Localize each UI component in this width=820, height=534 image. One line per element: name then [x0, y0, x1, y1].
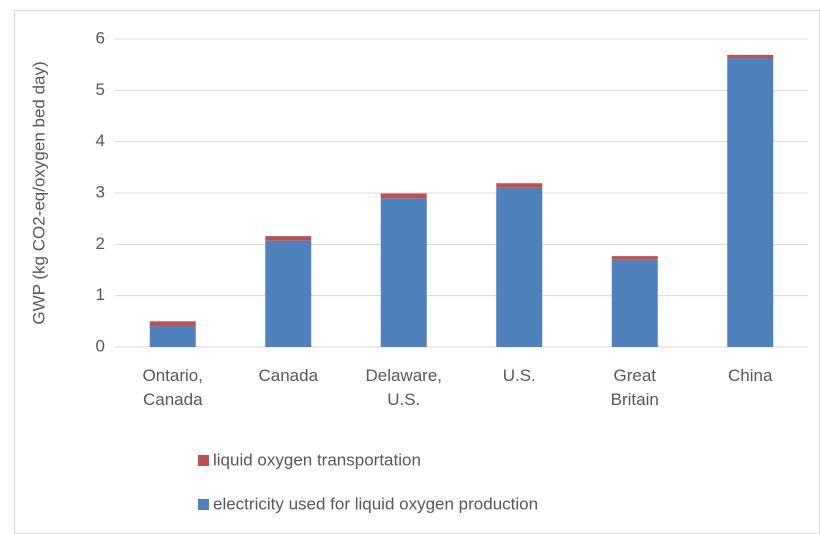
y-tick-label: 4 [96, 131, 105, 150]
bar-segment [727, 57, 774, 347]
x-tick-label: U.S. [503, 366, 536, 385]
bar-segment [265, 240, 312, 347]
x-tick-label: Great Britain [611, 366, 659, 409]
y-axis-label: GWP (kg CO2-eq/oxygen bed day) [29, 61, 48, 324]
bar-segment [380, 193, 427, 199]
y-tick-label: 3 [96, 182, 105, 201]
bar-segment [149, 321, 196, 326]
legend-swatch [198, 455, 209, 466]
bar-segment [611, 256, 658, 260]
bar-segment [611, 259, 658, 347]
bar-segment [496, 183, 543, 188]
bar-segment [380, 198, 427, 347]
bar-segment [496, 187, 543, 347]
legend-label: electricity used for liquid oxygen produ… [213, 494, 538, 513]
bar-segment [149, 325, 196, 347]
bar-segment [265, 236, 312, 241]
y-tick-label: 2 [96, 234, 105, 253]
x-tick-label: China [728, 366, 773, 385]
x-tick-label: Delaware, U.S. [365, 366, 442, 409]
y-tick-label: 0 [96, 336, 105, 355]
bar-segment [727, 54, 774, 58]
y-tick-label: 5 [96, 80, 105, 99]
legend-label: liquid oxygen transportation [213, 450, 421, 469]
y-tick-label: 6 [96, 28, 105, 47]
y-tick-label: 1 [96, 285, 105, 304]
legend-swatch [198, 499, 209, 510]
x-tick-label: Canada [258, 366, 318, 385]
x-tick-label: Ontario, Canada [143, 366, 204, 409]
